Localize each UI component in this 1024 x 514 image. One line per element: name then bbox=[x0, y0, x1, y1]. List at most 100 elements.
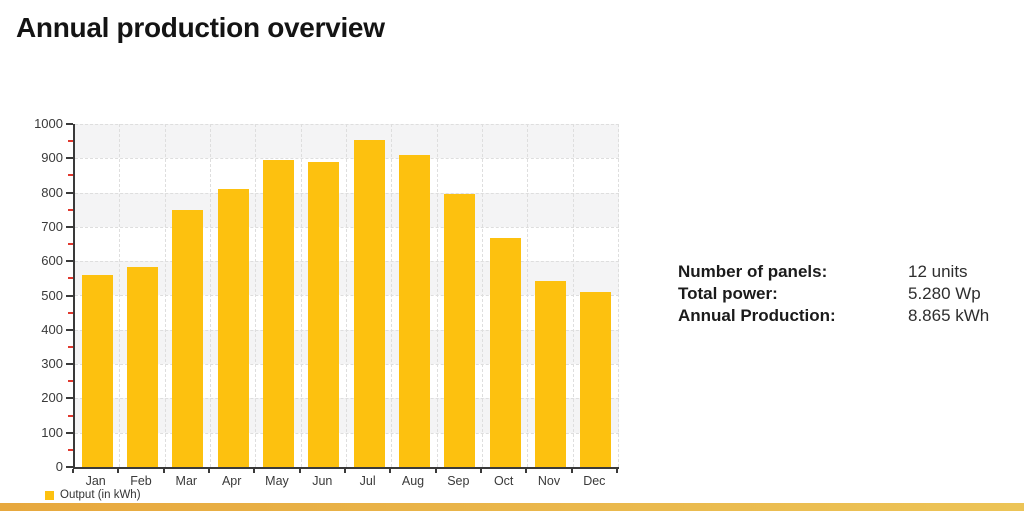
y-minor-tick bbox=[68, 140, 73, 143]
month-column-dec bbox=[574, 124, 619, 467]
background-bands bbox=[75, 124, 619, 467]
bar-jan bbox=[81, 274, 113, 467]
grid-band bbox=[75, 192, 619, 227]
bar-dec bbox=[580, 291, 612, 467]
x-boundary-tick bbox=[208, 469, 210, 473]
y-tick-label: 900 bbox=[41, 150, 63, 166]
x-tick-label-jul: Jul bbox=[359, 474, 376, 488]
x-tick-label-nov: Nov bbox=[537, 474, 561, 488]
stat-label: Number of panels: bbox=[678, 262, 828, 281]
y-tick-label: 400 bbox=[41, 321, 63, 337]
legend-label: Output (in kWh) bbox=[60, 489, 141, 501]
y-tick-label: 0 bbox=[55, 459, 63, 474]
x-tick-label-feb: Feb bbox=[130, 474, 152, 488]
x-tick-label-jan: Jan bbox=[85, 474, 106, 488]
x-boundary-tick bbox=[72, 469, 74, 473]
month-column-jun bbox=[302, 124, 347, 467]
x-boundary-tick bbox=[480, 469, 482, 473]
chart-legend: Output (in kWh) bbox=[45, 489, 141, 501]
bar-feb bbox=[126, 267, 158, 467]
plot-area bbox=[73, 124, 619, 469]
y-major-tick bbox=[66, 260, 73, 263]
x-boundary-tick bbox=[616, 469, 618, 473]
bar-nov bbox=[534, 281, 566, 467]
x-boundary-tick bbox=[117, 469, 120, 473]
y-tick-label: 100 bbox=[41, 424, 63, 440]
month-column-sep bbox=[438, 124, 483, 467]
x-boundary-tick bbox=[434, 469, 437, 473]
grid-band bbox=[75, 158, 619, 192]
x-tick-label-sep: Sep bbox=[447, 474, 470, 488]
y-tick-label: 700 bbox=[41, 218, 63, 234]
stat-value: 12 units bbox=[908, 262, 968, 281]
bar-jun bbox=[308, 161, 340, 467]
x-axis: Jan Feb Mar Apr May Jun Jul Aug Sep Oct Nov Dec bbox=[72, 469, 619, 491]
month-column-may bbox=[256, 124, 302, 467]
y-minor-tick bbox=[68, 414, 73, 417]
y-major-tick bbox=[66, 431, 73, 434]
y-major-tick bbox=[66, 466, 73, 468]
grid-band bbox=[75, 295, 619, 329]
month-column-aug bbox=[392, 124, 438, 467]
y-minor-tick bbox=[68, 380, 73, 383]
bar-oct bbox=[489, 238, 521, 467]
y-axis: 1000 900 800 700 600 500 400 300 200 100 0 bbox=[30, 116, 73, 478]
x-boundary-tick bbox=[570, 469, 573, 473]
x-boundary-tick bbox=[389, 469, 392, 473]
x-boundary-tick bbox=[344, 469, 346, 473]
grid-band bbox=[75, 226, 619, 261]
x-tick-label-apr: Apr bbox=[221, 474, 242, 488]
y-tick-label: 200 bbox=[41, 390, 63, 406]
y-major-tick bbox=[66, 397, 73, 400]
stat-label: Total power: bbox=[678, 284, 778, 303]
legend-swatch-icon bbox=[45, 490, 54, 500]
x-tick-label-aug: Aug bbox=[401, 474, 425, 488]
grid-band bbox=[75, 364, 619, 398]
x-boundary-tick bbox=[253, 469, 256, 473]
x-tick-label-mar: Mar bbox=[175, 474, 198, 488]
y-major-tick bbox=[66, 225, 73, 228]
stat-row-production: Annual Production: 8.865 kWh bbox=[678, 305, 989, 327]
y-major-tick bbox=[66, 328, 73, 331]
page-title: Annual production overview bbox=[16, 12, 385, 43]
grid-band bbox=[75, 432, 619, 467]
x-boundary-tick bbox=[298, 469, 301, 473]
month-column-feb bbox=[120, 124, 166, 467]
y-minor-tick bbox=[68, 448, 73, 451]
grid-band bbox=[75, 261, 619, 296]
y-tick-label: 500 bbox=[41, 287, 63, 303]
month-column-mar bbox=[166, 124, 211, 467]
month-column-jan bbox=[75, 124, 121, 467]
x-boundary-tick bbox=[162, 469, 165, 473]
stat-row-power: Total power: 5.280 Wp bbox=[678, 283, 989, 305]
x-tick-label-oct: Oct bbox=[493, 474, 514, 488]
x-tick-label-may: May bbox=[265, 474, 289, 488]
y-minor-tick bbox=[68, 311, 73, 314]
y-minor-tick bbox=[68, 243, 73, 246]
y-major-tick bbox=[66, 294, 73, 297]
bar-jul bbox=[353, 140, 385, 467]
bar-columns bbox=[75, 124, 619, 467]
footer-accent-bar bbox=[0, 503, 1024, 511]
bar-mar bbox=[172, 210, 204, 467]
month-column-apr bbox=[211, 124, 257, 467]
y-tick-label: 1000 bbox=[34, 116, 63, 131]
y-minor-tick bbox=[68, 208, 73, 211]
month-column-jul bbox=[347, 124, 393, 467]
stat-label: Annual Production: bbox=[678, 306, 836, 325]
y-tick-label: 600 bbox=[41, 253, 63, 269]
annual-production-chart: 1000 900 800 700 600 500 400 300 200 100 0 Jan Feb M… bbox=[30, 116, 630, 508]
y-major-tick bbox=[66, 157, 73, 160]
grid-band bbox=[75, 124, 619, 159]
y-minor-tick bbox=[68, 345, 73, 348]
y-tick-label: 800 bbox=[41, 184, 63, 200]
y-major-tick bbox=[66, 363, 73, 366]
x-boundary-tick bbox=[525, 469, 528, 473]
bar-may bbox=[262, 160, 294, 467]
y-major-tick bbox=[66, 123, 73, 125]
x-tick-label-dec: Dec bbox=[583, 474, 606, 488]
stat-value: 8.865 kWh bbox=[908, 306, 990, 325]
bar-apr bbox=[217, 189, 249, 467]
month-column-oct bbox=[483, 124, 529, 467]
